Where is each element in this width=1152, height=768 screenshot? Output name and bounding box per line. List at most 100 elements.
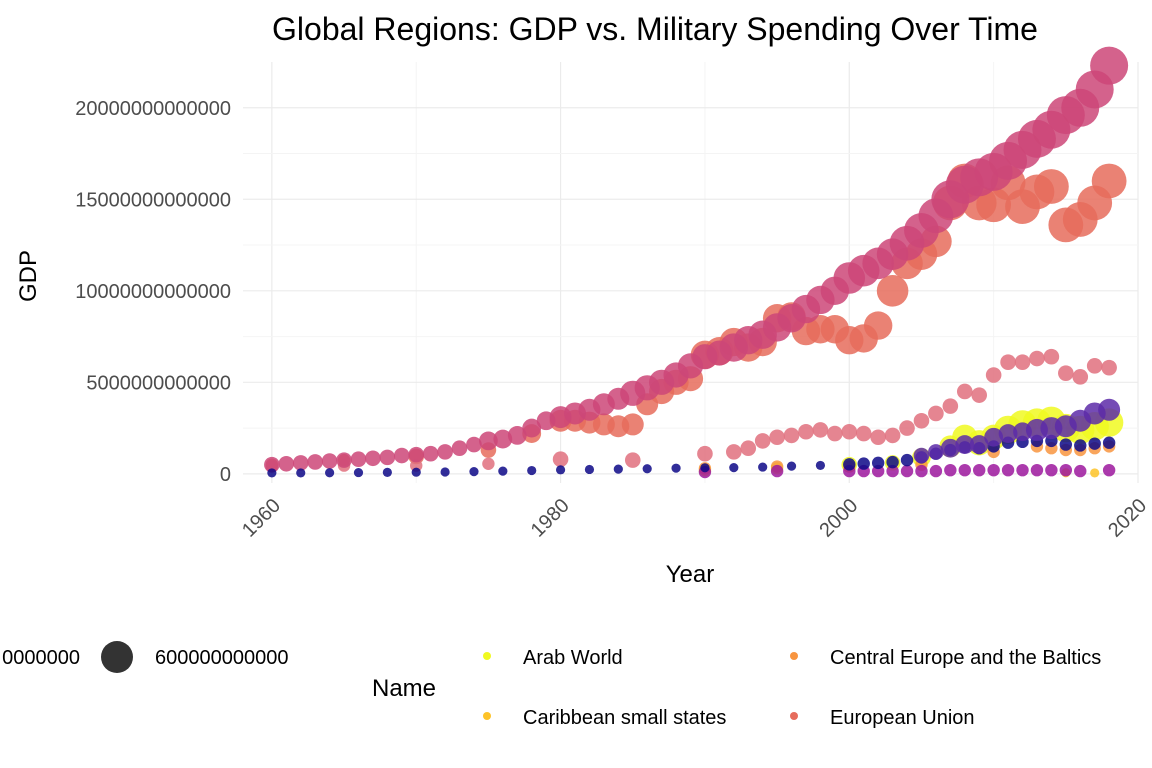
legend-label-caribbean: Caribbean small states xyxy=(523,707,726,729)
data-point xyxy=(843,458,856,471)
data-point xyxy=(726,444,742,460)
data-point xyxy=(555,465,566,475)
legend-key-european-union xyxy=(790,712,798,720)
data-point xyxy=(422,445,439,462)
data-point xyxy=(292,455,309,471)
data-point xyxy=(827,425,843,442)
data-point xyxy=(527,465,537,476)
data-point xyxy=(944,463,957,477)
data-point xyxy=(1091,163,1127,199)
data-point xyxy=(985,367,1002,383)
data-point xyxy=(671,463,681,473)
data-point xyxy=(863,311,893,340)
data-point xyxy=(697,445,713,462)
data-point xyxy=(940,438,960,458)
data-point xyxy=(841,423,858,440)
data-point xyxy=(899,420,915,436)
data-point xyxy=(1098,398,1121,421)
data-point xyxy=(955,435,975,454)
color-legend-title: Name xyxy=(372,675,436,702)
data-point xyxy=(754,433,771,449)
data-point xyxy=(1043,348,1060,365)
data-point xyxy=(958,463,971,477)
data-point xyxy=(278,455,295,472)
legend-key-central-europe xyxy=(790,652,798,660)
data-point xyxy=(469,467,479,477)
data-point xyxy=(913,412,930,429)
y-axis-ticks: 0 5000000000000 10000000000000 150000000000… xyxy=(75,98,231,486)
legend-label-arab-world: Arab World xyxy=(523,647,623,669)
data-point xyxy=(973,463,986,477)
data-point xyxy=(786,461,797,471)
data-point xyxy=(876,275,909,307)
size-legend-label-2: 600000000000 xyxy=(155,647,288,669)
y-tick-label: 10000000000000 xyxy=(75,281,231,303)
data-point xyxy=(1000,354,1016,370)
data-point xyxy=(307,454,323,470)
data-point xyxy=(1029,350,1045,367)
data-point xyxy=(812,422,829,438)
data-point xyxy=(522,418,542,438)
data-point xyxy=(884,427,901,444)
data-point xyxy=(1090,46,1129,85)
data-point xyxy=(552,451,569,468)
data-point xyxy=(498,466,508,476)
data-point xyxy=(700,463,710,473)
data-point xyxy=(1016,463,1029,477)
data-point xyxy=(1045,463,1058,477)
data-point xyxy=(770,464,784,478)
size-legend: 0000000 600000000000 xyxy=(2,641,288,673)
data-point xyxy=(353,467,364,478)
series-group xyxy=(265,348,1117,473)
data-point xyxy=(410,459,423,472)
data-point xyxy=(956,383,973,400)
series-group xyxy=(698,463,1116,479)
data-point xyxy=(915,464,928,478)
x-tick-label: 1960 xyxy=(238,495,285,542)
data-point xyxy=(1033,169,1069,204)
data-point xyxy=(437,444,453,460)
data-point xyxy=(984,427,1004,447)
data-point xyxy=(729,463,739,473)
data-point xyxy=(325,468,335,478)
data-point xyxy=(1014,354,1031,370)
data-point xyxy=(969,435,989,454)
data-point xyxy=(440,467,450,477)
data-point xyxy=(1074,464,1087,478)
plot-points xyxy=(264,46,1129,479)
data-point xyxy=(798,423,814,440)
data-point xyxy=(382,467,392,477)
data-point xyxy=(1102,436,1116,449)
data-point xyxy=(264,456,280,473)
x-axis-label: Year xyxy=(666,561,715,588)
data-point xyxy=(1001,463,1015,477)
data-point xyxy=(393,447,410,464)
legend-key-caribbean xyxy=(483,712,491,720)
data-point xyxy=(971,387,988,403)
data-point xyxy=(408,446,425,463)
data-point xyxy=(621,413,644,436)
x-tick-label: 2020 xyxy=(1104,495,1151,542)
data-point xyxy=(336,452,352,468)
data-point xyxy=(321,453,338,469)
data-point xyxy=(1088,437,1101,450)
data-point xyxy=(507,426,527,445)
data-point xyxy=(740,440,757,457)
chart-title: Global Regions: GDP vs. Military Spendin… xyxy=(272,11,1038,47)
data-point xyxy=(1101,359,1117,376)
data-point xyxy=(855,425,872,442)
y-tick-label: 15000000000000 xyxy=(75,189,231,211)
data-point xyxy=(613,464,623,474)
data-point xyxy=(928,444,944,460)
data-point xyxy=(886,464,899,478)
series-group xyxy=(264,46,1129,473)
data-point xyxy=(1030,463,1044,477)
color-legend: Name Arab World Central Europe and the B… xyxy=(372,647,1101,729)
y-tick-label: 5000000000000 xyxy=(86,372,231,394)
data-point xyxy=(913,447,930,464)
y-tick-label: 20000000000000 xyxy=(75,98,231,120)
series-group xyxy=(913,398,1121,464)
legend-label-european-union: European Union xyxy=(830,707,975,729)
data-point xyxy=(642,464,652,474)
